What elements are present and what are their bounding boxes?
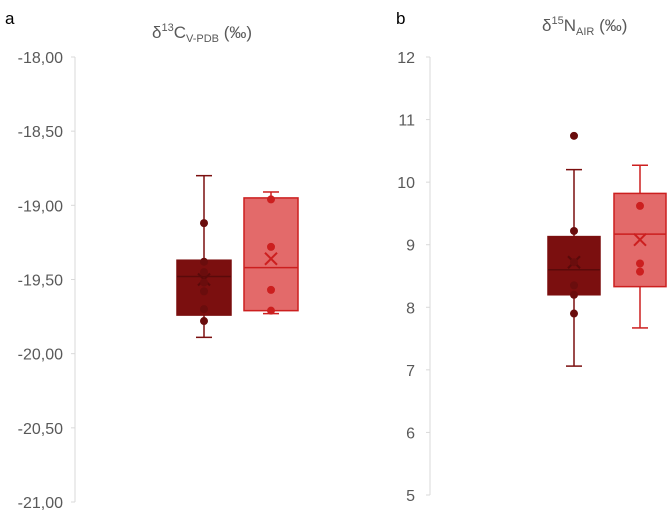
y-tick-label: 10 — [397, 175, 415, 192]
data-point — [200, 287, 208, 296]
panel-b-title: δ15NAIR (‰) — [542, 15, 627, 38]
data-point — [570, 131, 578, 140]
y-tick-label: -20,00 — [18, 347, 63, 364]
data-point — [570, 309, 578, 318]
data-point — [200, 268, 208, 277]
data-point — [570, 290, 578, 299]
mean-marker — [633, 233, 647, 247]
data-point — [636, 259, 644, 268]
data-point — [570, 226, 578, 235]
data-point — [200, 257, 208, 266]
data-point — [636, 267, 644, 276]
panel-b-plot: 12 11 10 9 8 7 6 5 — [397, 50, 667, 505]
y-tick-label: -20,50 — [18, 421, 63, 438]
y-tick-label: 5 — [406, 488, 415, 505]
y-tick-label: 7 — [406, 363, 415, 380]
panel-a-title: δ13CV-PDB (‰) — [152, 22, 252, 45]
mean-marker — [264, 252, 278, 266]
panel-b-letter: b — [396, 9, 405, 28]
panel-a-letter: a — [5, 9, 15, 28]
data-point — [570, 281, 578, 290]
y-tick-label: 9 — [406, 238, 415, 255]
data-point — [200, 317, 208, 326]
data-point — [200, 219, 208, 228]
y-tick-label: 11 — [398, 113, 415, 130]
data-point — [200, 305, 208, 314]
panel-a-plot: -18,00 -18,50 -19,00 -19,50 -20,00 -20,50 -21,… — [18, 50, 299, 511]
y-tick-label: -18,50 — [18, 124, 63, 141]
data-point — [267, 285, 275, 294]
data-point — [570, 258, 578, 267]
y-tick-label: 12 — [397, 50, 415, 67]
data-point — [200, 278, 208, 287]
data-point — [267, 306, 275, 315]
y-tick-label: 6 — [406, 425, 415, 442]
data-point — [267, 195, 275, 204]
y-tick-label: -18,00 — [18, 50, 63, 67]
y-tick-label: -19,50 — [18, 273, 63, 290]
y-tick-label: -21,00 — [18, 495, 63, 511]
data-point — [267, 242, 275, 251]
data-point — [636, 201, 644, 210]
y-tick-label: -19,00 — [18, 198, 63, 215]
y-tick-label: 8 — [406, 300, 415, 317]
